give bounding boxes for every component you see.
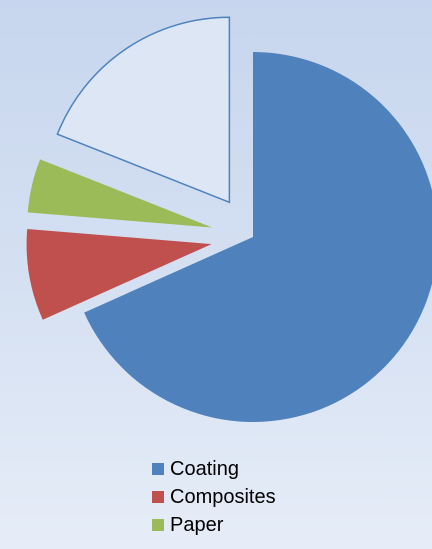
chart-legend: Coating Composites Paper xyxy=(152,456,276,538)
pie-slice-unlabeled xyxy=(56,16,231,204)
legend-swatch-coating xyxy=(152,463,164,475)
legend-item-paper: Paper xyxy=(152,512,276,538)
legend-swatch-paper xyxy=(152,519,164,531)
legend-swatch-composites xyxy=(152,491,164,503)
legend-label-coating: Coating xyxy=(170,458,239,480)
legend-item-coating: Coating xyxy=(152,456,276,482)
legend-label-composites: Composites xyxy=(170,486,276,508)
pie-slice-coating xyxy=(84,52,432,422)
pie-slice-composites xyxy=(26,228,212,320)
legend-item-composites: Composites xyxy=(152,484,276,510)
legend-label-paper: Paper xyxy=(170,514,224,536)
pie-slice-paper xyxy=(27,159,213,228)
